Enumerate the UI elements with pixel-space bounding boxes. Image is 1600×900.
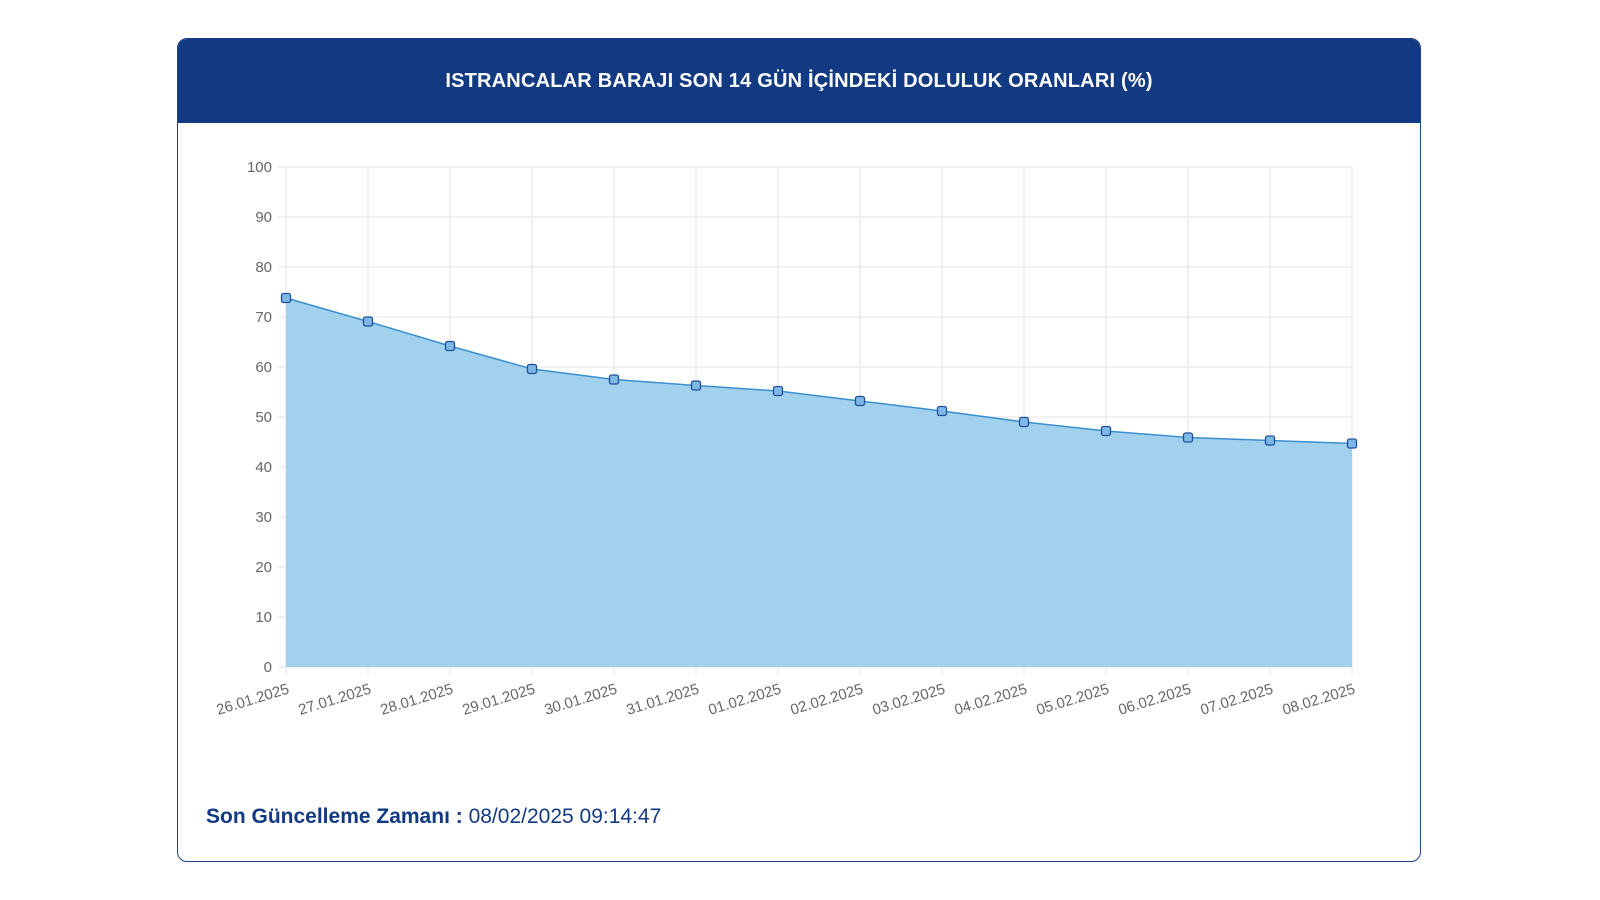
- x-tick-label: 03.02.2025: [870, 681, 947, 719]
- y-axis-tick-labels: 0 10 20 30 40 50 60 70 80 90 100: [247, 159, 272, 676]
- chart-title: ISTRANCALAR BARAJI SON 14 GÜN İÇİNDEKİ D…: [445, 69, 1153, 92]
- y-tick-label: 0: [264, 659, 272, 676]
- area-fill: [286, 298, 1352, 667]
- x-tick-label: 30.01.2025: [542, 681, 619, 719]
- data-point: [936, 405, 948, 417]
- x-tick-label: 04.02.2025: [952, 681, 1029, 719]
- x-tick-label: 27.01.2025: [296, 681, 373, 719]
- data-point: [362, 316, 374, 327]
- data-point: [1100, 425, 1112, 437]
- last-update: Son Güncelleme Zamanı : 08/02/2025 09:14…: [206, 805, 661, 829]
- series-line: [285, 297, 1353, 445]
- data-point: [772, 385, 784, 397]
- card-header: ISTRANCALAR BARAJI SON 14 GÜN İÇİNDEKİ D…: [178, 39, 1420, 123]
- y-tick-label: 10: [255, 609, 272, 626]
- chart-series: [285, 297, 1353, 667]
- x-tick-label: 08.02.2025: [1280, 681, 1357, 719]
- y-tick-label: 70: [255, 309, 272, 326]
- x-axis-tick-labels: 26.01.2025 27.01.2025 28.01.2025 29.01.2025…: [214, 681, 1357, 719]
- y-tick-label: 80: [255, 259, 272, 276]
- data-point: [526, 363, 538, 375]
- x-tick-label: 02.02.2025: [788, 681, 865, 719]
- data-point: [690, 380, 702, 391]
- data-point: [854, 395, 866, 407]
- x-tick-label: 01.02.2025: [706, 681, 783, 719]
- y-tick-label: 20: [255, 559, 272, 576]
- data-point: [1346, 438, 1358, 449]
- x-tick-label: 28.01.2025: [378, 681, 455, 719]
- area-chart: 0 10 20 30 40 50 60 70 80 90 100 26.01.2025 27.01.2…: [214, 159, 1358, 719]
- last-update-value: 08/02/2025 09:14:47: [468, 805, 662, 828]
- data-point: [1018, 416, 1030, 428]
- y-tick-label: 40: [255, 459, 272, 476]
- y-tick-label: 60: [255, 359, 272, 376]
- x-tick-label: 26.01.2025: [214, 681, 291, 719]
- chart-card: ISTRANCALAR BARAJI SON 14 GÜN İÇİNDEKİ D…: [177, 38, 1421, 862]
- chart-markers: [280, 292, 1358, 449]
- data-point: [280, 292, 292, 304]
- y-tick-label: 30: [255, 509, 272, 526]
- data-point: [1182, 432, 1194, 443]
- data-point: [444, 340, 456, 352]
- data-point: [608, 374, 620, 385]
- x-tick-label: 29.01.2025: [460, 681, 537, 719]
- x-tick-label: 31.01.2025: [624, 681, 701, 719]
- y-tick-label: 50: [255, 409, 272, 426]
- x-tick-label: 07.02.2025: [1198, 681, 1275, 719]
- data-point: [1264, 435, 1276, 446]
- y-tick-label: 100: [247, 159, 272, 176]
- y-tick-label: 90: [255, 209, 272, 226]
- last-update-label: Son Güncelleme Zamanı :: [206, 805, 463, 828]
- x-tick-label: 06.02.2025: [1116, 681, 1193, 719]
- x-tick-label: 05.02.2025: [1034, 681, 1111, 719]
